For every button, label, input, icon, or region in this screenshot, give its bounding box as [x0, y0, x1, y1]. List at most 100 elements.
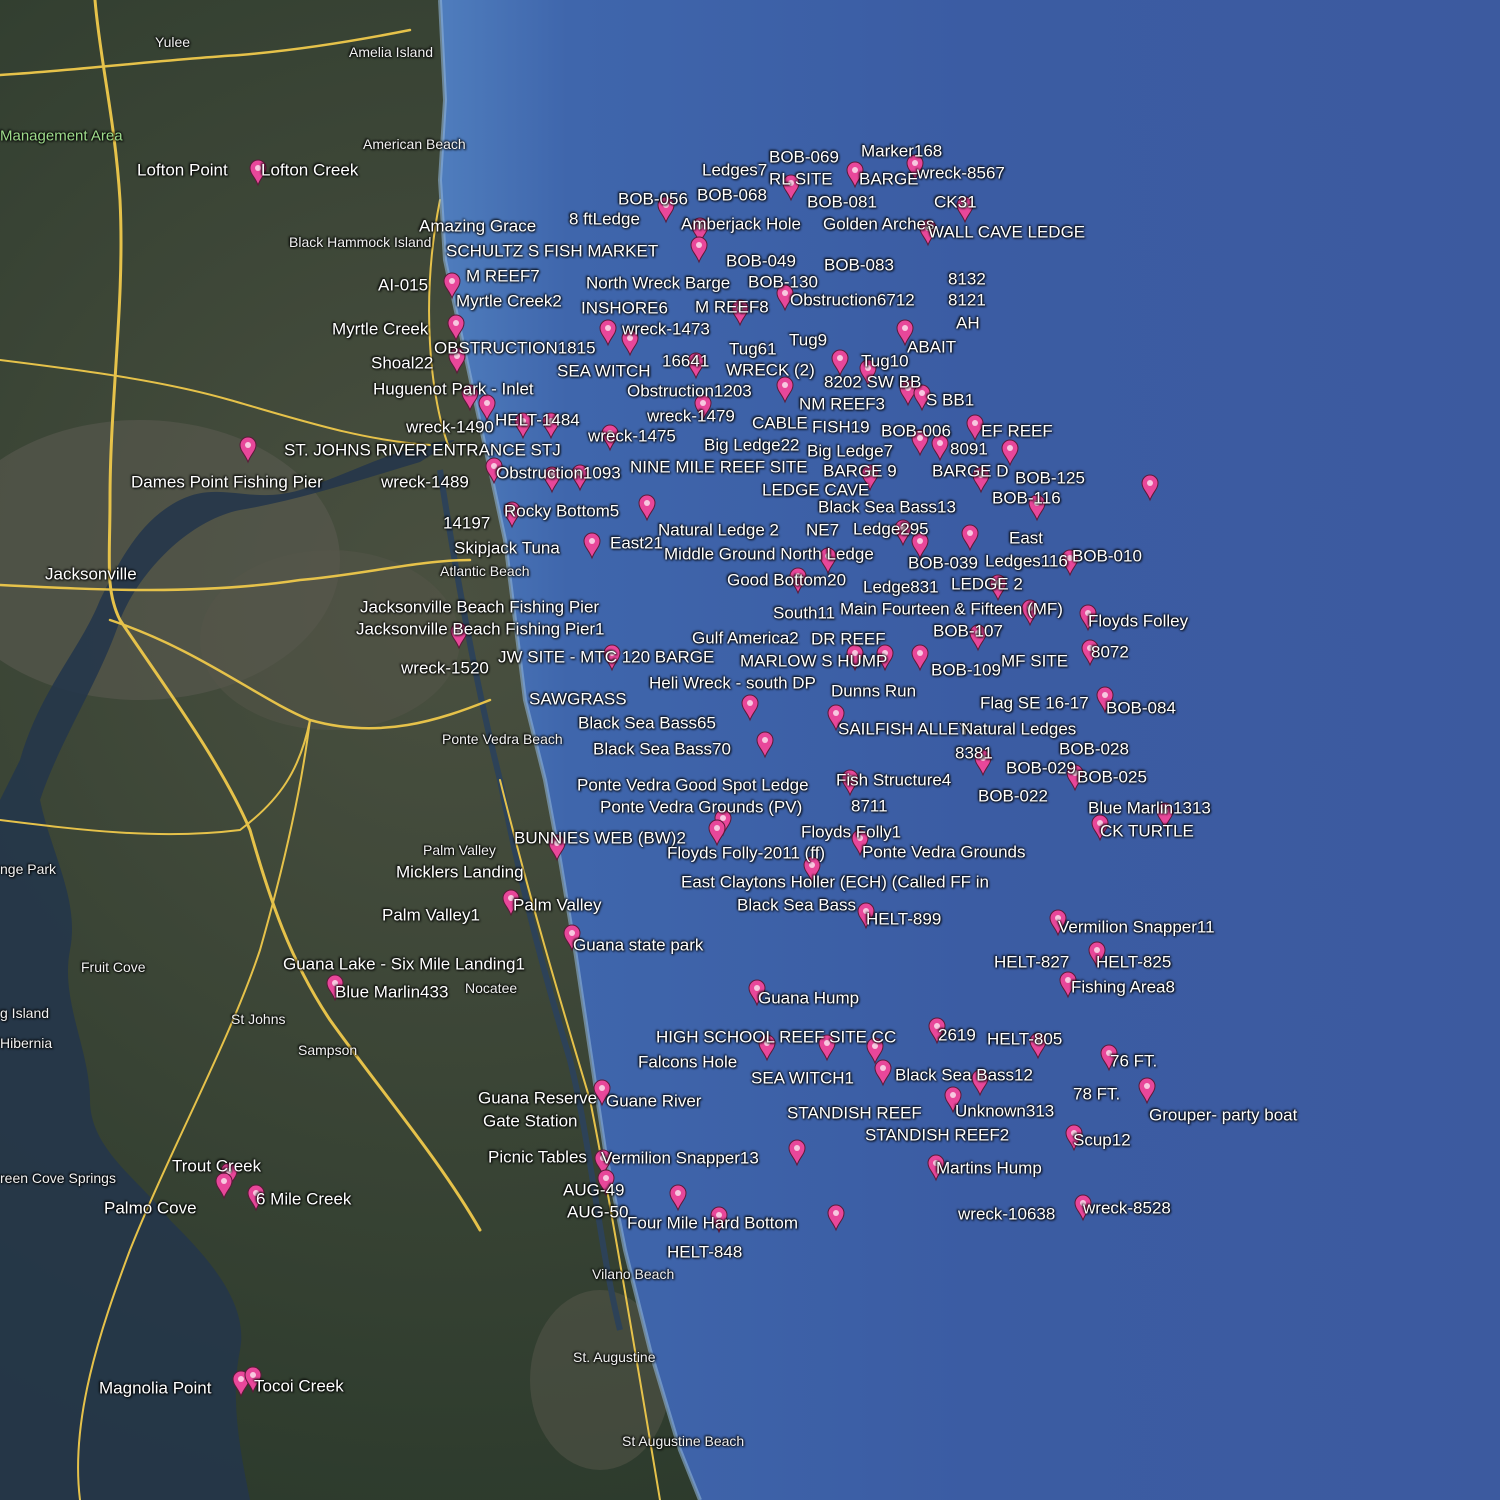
fishing-spot-label[interactable]: JW SITE - MTC 120 BARGE — [498, 647, 715, 667]
map-pin-icon[interactable] — [913, 384, 931, 412]
map-pin-icon[interactable] — [919, 219, 937, 247]
fishing-spot-label[interactable]: BOB-010 — [1072, 546, 1142, 566]
fishing-spot-label[interactable]: BOB-081 — [807, 192, 877, 212]
fishing-spot-label[interactable]: MARLOW S HUMP — [740, 651, 888, 671]
map-pin-icon[interactable] — [687, 352, 705, 380]
map-pin-icon[interactable] — [961, 524, 979, 552]
fishing-spot-label[interactable]: Jacksonville Beach Fishing Pier1 — [356, 619, 605, 639]
fishing-spot-label[interactable]: 8711 — [851, 796, 888, 816]
fishing-spot-label[interactable]: NE7 — [806, 520, 840, 540]
fishing-spot-label[interactable]: 16641 — [662, 351, 710, 371]
fishing-spot-label[interactable]: Fishing Area8 — [1071, 977, 1175, 997]
fishing-spot-label[interactable]: BOB-083 — [824, 255, 894, 275]
map-pin-icon[interactable] — [1049, 909, 1067, 937]
map-pin-icon[interactable] — [928, 1017, 946, 1045]
fishing-spot-label[interactable]: BARGE 9 — [823, 461, 897, 481]
fishing-spot-label[interactable]: Black Sea Bass12 — [895, 1065, 1033, 1085]
map-pin-icon[interactable] — [731, 299, 749, 327]
fishing-spot-label[interactable]: Ledge295 — [853, 519, 929, 539]
fishing-spot-label[interactable]: BOB-049 — [726, 251, 796, 271]
map-pin-icon[interactable] — [1100, 1044, 1118, 1072]
fishing-spot-label[interactable]: FISH19 — [812, 417, 870, 437]
fishing-spot-label[interactable]: EF REEF — [981, 421, 1053, 441]
fishing-spot-label[interactable]: Guana Hump — [758, 988, 860, 1008]
fishing-spot-label[interactable]: Unknown313 — [955, 1101, 1055, 1121]
fishing-spot-label[interactable]: Middle Ground North Ledge — [664, 544, 874, 564]
fishing-spot-label[interactable]: HELT-1484 — [495, 410, 580, 430]
fishing-spot-label[interactable]: Jacksonville Beach Fishing Pier — [360, 597, 600, 617]
fishing-spot-label[interactable]: 8132 — [948, 269, 986, 289]
fishing-spot-label[interactable]: 14197 — [443, 513, 491, 533]
map-pin-icon[interactable] — [846, 644, 864, 672]
fishing-spot-label[interactable]: ST. JOHNS RIVER ENTRANCE STJ — [284, 440, 561, 460]
map-pin-icon[interactable] — [896, 319, 914, 347]
fishing-spot-label[interactable]: WALL CAVE LEDGE — [928, 222, 1086, 242]
fishing-spot-label[interactable]: M REEF7 — [466, 266, 540, 286]
fishing-spot-label[interactable]: Black Sea Bass13 — [818, 497, 956, 517]
map-pin-icon[interactable] — [1138, 1077, 1156, 1105]
map-pin-icon[interactable] — [249, 159, 267, 187]
fishing-spot-label[interactable]: wreck-1490 — [406, 417, 494, 437]
map-pin-icon[interactable] — [326, 974, 344, 1002]
fishing-spot-label[interactable]: MF SITE — [1001, 651, 1069, 671]
fishing-spot-label[interactable]: OBSTRUCTION1815 — [434, 338, 596, 358]
map-pin-icon[interactable] — [1065, 1124, 1083, 1152]
fishing-spot-label[interactable]: BOB-068 — [697, 185, 767, 205]
fishing-spot-label[interactable]: Blue Marlin1313 — [1088, 798, 1211, 818]
map-pin-icon[interactable] — [741, 694, 759, 722]
fishing-spot-label[interactable]: Main Fourteen & Fifteen (MF) — [840, 599, 1063, 619]
map-pin-icon[interactable] — [818, 1034, 836, 1062]
fishing-spot-label[interactable]: Flag SE 16-17 — [980, 693, 1089, 713]
map-pin-icon[interactable] — [603, 644, 621, 672]
map-pin-icon[interactable] — [450, 622, 468, 650]
map-pin-icon[interactable] — [571, 464, 589, 492]
fishing-spot-label[interactable]: Huguenot Park - Inlet — [373, 379, 534, 399]
fishing-spot-label[interactable]: Amazing Grace — [419, 216, 537, 236]
fishing-spot-label[interactable]: Tug10 — [861, 351, 909, 371]
map-pin-icon[interactable] — [971, 1069, 989, 1097]
map-pin-icon[interactable] — [788, 1139, 806, 1167]
map-pin-icon[interactable] — [861, 464, 879, 492]
fishing-spot-label[interactable]: BOB-025 — [1077, 767, 1147, 787]
fishing-spot-label[interactable]: Tug61 — [729, 339, 777, 359]
map-pin-icon[interactable] — [927, 1154, 945, 1182]
fishing-spot-label[interactable]: Obstruction1093 — [496, 463, 621, 483]
fishing-spot-label[interactable]: wreck-1489 — [381, 472, 469, 492]
fishing-spot-label[interactable]: Floyds Folley — [1088, 611, 1189, 631]
fishing-spot-label[interactable]: HELT-827 — [994, 952, 1070, 972]
map-pin-icon[interactable] — [803, 856, 821, 884]
fishing-spot-label[interactable]: Martins Hump — [936, 1158, 1042, 1178]
map-pin-icon[interactable] — [443, 272, 461, 300]
map-pin-icon[interactable] — [478, 394, 496, 422]
fishing-spot-label[interactable]: Scup12 — [1073, 1130, 1131, 1150]
fishing-spot-label[interactable]: Guana state park — [573, 935, 704, 955]
fishing-spot-label[interactable]: Ledges116 — [985, 551, 1068, 571]
map-pin-icon[interactable] — [503, 501, 521, 529]
fishing-spot-label[interactable]: East Claytons Holler (ECH) (Called FF in — [681, 872, 989, 892]
fishing-spot-label[interactable]: 76 FT. — [1110, 1051, 1158, 1071]
map-pin-icon[interactable] — [583, 532, 601, 560]
map-pin-icon[interactable] — [756, 731, 774, 759]
map-pin-icon[interactable] — [911, 644, 929, 672]
map-pin-icon[interactable] — [1096, 686, 1114, 714]
map-pin-icon[interactable] — [1028, 494, 1046, 522]
fishing-spot-label[interactable]: Lofton Creek — [261, 160, 359, 180]
map-pin-icon[interactable] — [621, 329, 639, 357]
fishing-spot-label[interactable]: Palmo Cove — [104, 1198, 197, 1218]
map-pin-icon[interactable] — [906, 154, 924, 182]
fishing-spot-label[interactable]: wreck-1479 — [647, 406, 735, 426]
fishing-spot-label[interactable]: Dames Point Fishing Pier — [131, 472, 323, 492]
map-pin-icon[interactable] — [956, 196, 974, 224]
fishing-spot-label[interactable]: Lofton Point — [137, 160, 228, 180]
fishing-spot-label[interactable]: Myrtle Creek2 — [456, 291, 562, 311]
fishing-spot-label[interactable]: Natural Ledge 2 — [658, 520, 779, 540]
fishing-spot-label[interactable]: 8202 SW BB — [824, 372, 922, 392]
fishing-spot-label[interactable]: BOB-022 — [978, 786, 1048, 806]
fishing-spot-label[interactable]: Blue Marlin433 — [335, 982, 449, 1002]
fishing-spot-label[interactable]: BOB-006 — [881, 421, 951, 441]
fishing-spot-label[interactable]: BOB-109 — [931, 660, 1001, 680]
map-pin-icon[interactable] — [669, 1184, 687, 1212]
map-pin-icon[interactable] — [827, 704, 845, 732]
map-pin-icon[interactable] — [708, 819, 726, 847]
fishing-spot-label[interactable]: Myrtle Creek — [332, 319, 429, 339]
